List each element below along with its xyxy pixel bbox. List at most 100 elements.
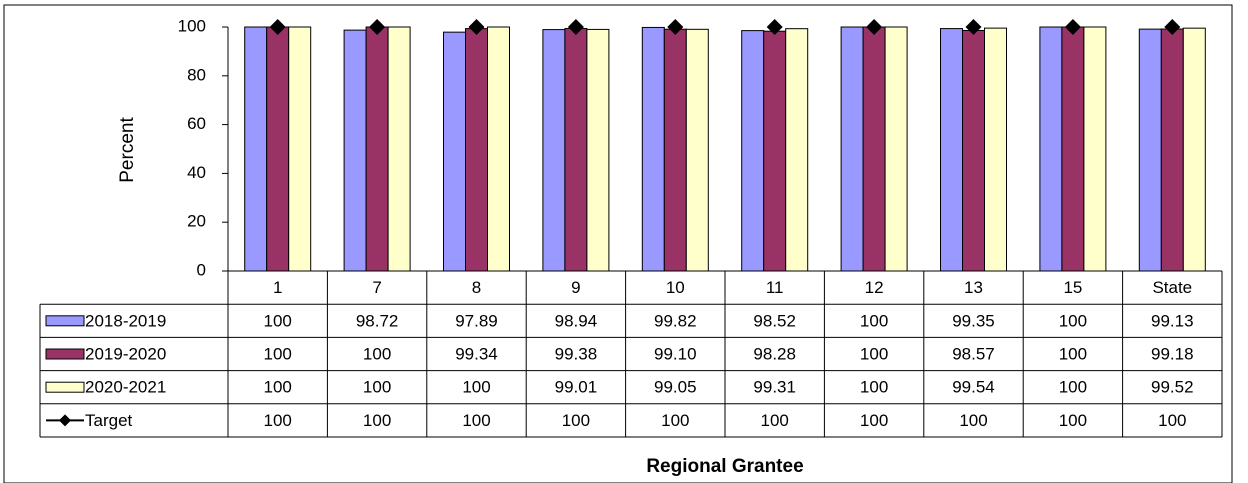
legend-label: 2019-2020 (85, 344, 166, 363)
bar (741, 30, 765, 272)
table-cell: 100 (860, 311, 888, 330)
x-tick-label: 13 (964, 278, 983, 297)
target-marker (667, 19, 684, 35)
table-cell: 97.89 (455, 311, 498, 330)
x-tick-label: 8 (472, 278, 481, 297)
x-axis-label: Regional Grantee (646, 456, 803, 477)
table-cell: 100 (1059, 311, 1087, 330)
table-cell: 98.28 (753, 344, 796, 363)
legend-label: 2020-2021 (85, 378, 166, 397)
bar (685, 28, 709, 272)
table-cell: 99.35 (952, 311, 995, 330)
bar (1160, 28, 1184, 272)
bar (465, 28, 488, 272)
chart-frame (3, 4, 1233, 483)
bar (244, 26, 268, 272)
table-cell: 99.18 (1151, 344, 1194, 363)
bar (343, 29, 367, 272)
table-cell: 100 (264, 311, 292, 330)
table-cell: 100 (860, 344, 888, 363)
bar (487, 26, 510, 272)
bar (663, 28, 687, 272)
y-tick-label: 40 (187, 163, 206, 182)
target-marker (269, 19, 286, 35)
table-cell: 99.38 (555, 344, 598, 363)
x-tick-label: 12 (865, 278, 884, 297)
bar (443, 31, 466, 272)
y-tick-label: 100 (178, 16, 206, 35)
table-cell: 98.94 (555, 311, 598, 330)
target-marker (567, 19, 584, 35)
x-tick-label: 1 (273, 278, 282, 297)
bar (984, 27, 1007, 272)
table-cell: 100 (1059, 378, 1087, 397)
table-cell: 100 (1158, 411, 1186, 430)
target-marker (1064, 19, 1081, 35)
table-cell: 100 (363, 344, 391, 363)
bar (365, 26, 389, 272)
x-tick-label: State (1152, 278, 1192, 297)
legend-label: 2018-2019 (85, 311, 166, 330)
x-tick-label: 7 (372, 278, 381, 297)
table-cell: 99.13 (1151, 311, 1194, 330)
table-cell: 99.82 (654, 311, 697, 330)
legend-label: Target (85, 411, 133, 430)
table-cell: 99.31 (753, 378, 796, 397)
y-axis-label: Percent (117, 117, 138, 183)
table-cell: 99.52 (1151, 378, 1194, 397)
y-tick-label: 0 (197, 260, 206, 279)
bar (641, 26, 665, 272)
table-cell: 100 (860, 378, 888, 397)
target-marker (369, 19, 386, 35)
bar (763, 30, 787, 272)
bar (288, 26, 312, 272)
table-cell: 100 (959, 411, 987, 430)
table-cell: 99.54 (952, 378, 995, 397)
table-cell: 100 (264, 378, 292, 397)
target-marker (965, 19, 982, 35)
bar (542, 29, 566, 272)
table-cell: 100 (363, 378, 391, 397)
table-cell: 100 (1059, 344, 1087, 363)
legend-key (45, 315, 85, 327)
table-cell: 99.34 (455, 344, 498, 363)
bar (266, 26, 290, 272)
table-cell: 100 (860, 411, 888, 430)
table-cell: 100 (462, 378, 490, 397)
y-tick-label: 80 (187, 65, 206, 84)
table-cell: 100 (363, 411, 391, 430)
bar (840, 26, 864, 272)
bar (1083, 26, 1107, 272)
table-cell: 98.57 (952, 344, 995, 363)
legend-key (45, 348, 85, 360)
legend-key (59, 414, 71, 427)
bar (884, 26, 908, 272)
legend-key (45, 381, 85, 393)
y-tick-label: 60 (187, 114, 206, 133)
table-cell: 100 (761, 411, 789, 430)
y-tick-label: 20 (187, 212, 206, 231)
bar (1061, 26, 1085, 272)
bar (1138, 28, 1162, 272)
table-cell: 100 (462, 411, 490, 430)
bar (387, 26, 411, 272)
target-marker (468, 19, 485, 35)
bar (586, 28, 610, 272)
target-marker (1164, 19, 1181, 35)
target-marker (766, 19, 783, 35)
bar (940, 28, 963, 272)
bar (862, 26, 886, 272)
table-cell: 100 (264, 411, 292, 430)
bar (962, 29, 985, 272)
bar (785, 28, 809, 272)
table-cell: 100 (661, 411, 689, 430)
x-tick-label: 10 (666, 278, 685, 297)
table-cell: 100 (562, 411, 590, 430)
bar (1182, 27, 1206, 272)
table-cell: 98.52 (753, 311, 796, 330)
table-cell: 100 (264, 344, 292, 363)
table-cell: 99.05 (654, 378, 697, 397)
x-tick-label: 15 (1063, 278, 1082, 297)
table-cell: 100 (1059, 411, 1087, 430)
